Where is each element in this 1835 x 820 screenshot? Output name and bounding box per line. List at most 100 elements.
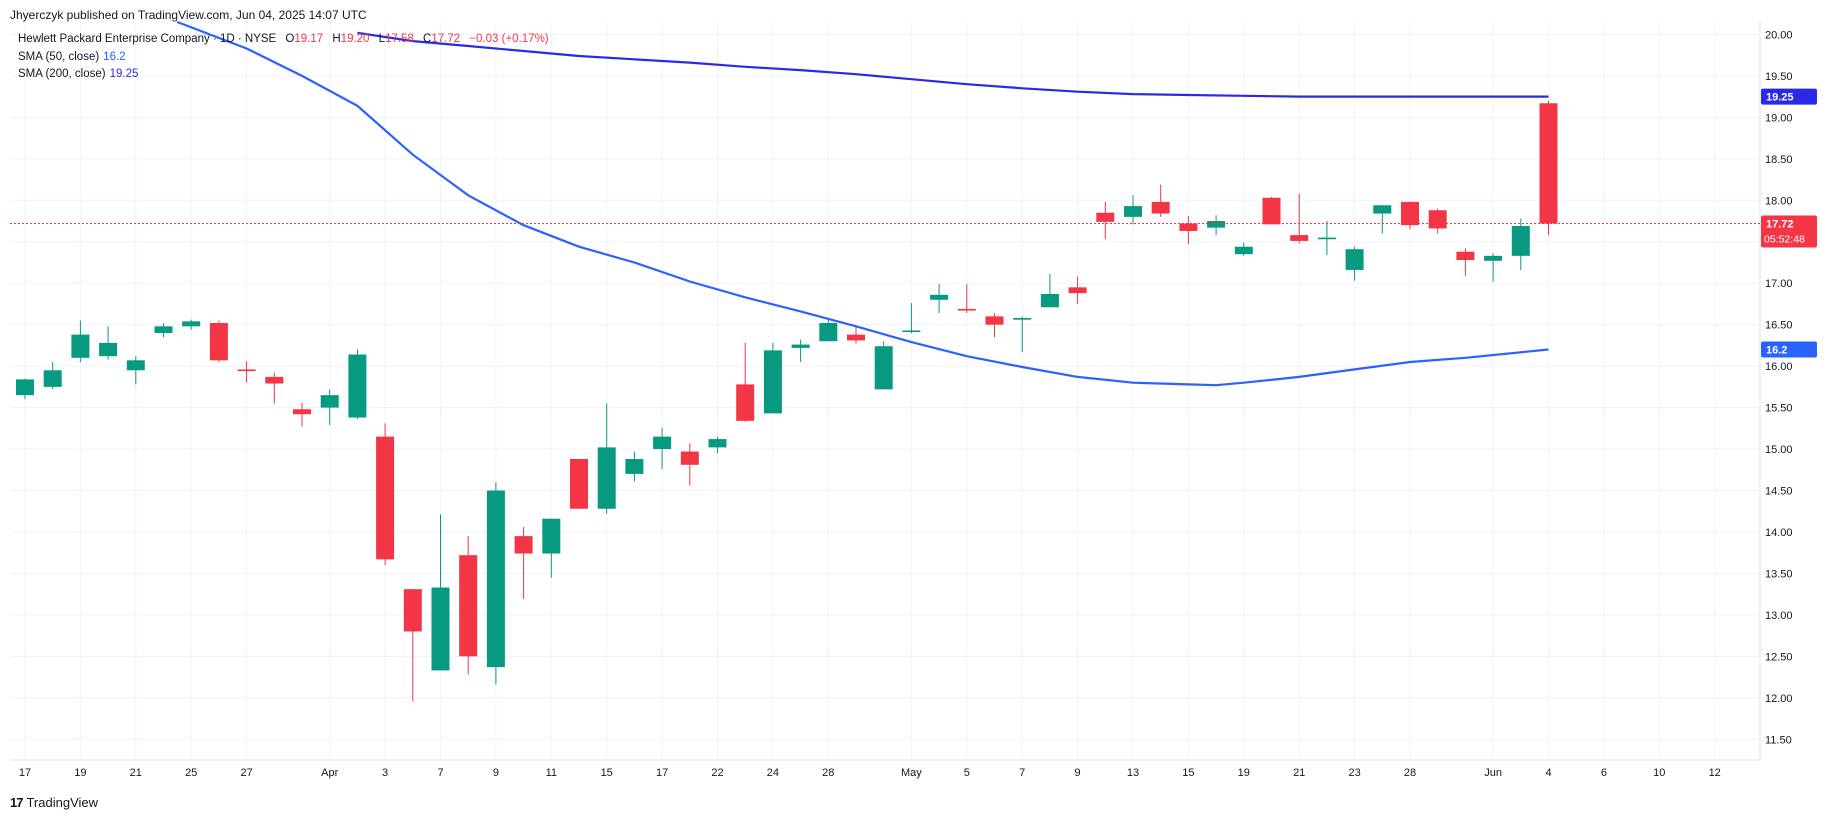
candle-body: [182, 321, 201, 327]
sma200-price-tag-text: 19.25: [1766, 92, 1794, 104]
candle-body: [902, 330, 921, 332]
low-key: L: [378, 33, 386, 45]
x-tick-label: 24: [767, 767, 779, 779]
candle-body: [71, 334, 90, 358]
sma50-label: SMA (50, close): [18, 51, 100, 63]
y-tick-label: 13.50: [1765, 568, 1793, 580]
candle-body: [680, 451, 699, 465]
tradingview-brand: TradingView: [26, 795, 99, 810]
candlestick-series: [16, 100, 1558, 702]
sma200-label: SMA (200, close): [18, 68, 106, 80]
candle-body: [819, 323, 838, 342]
candle-body: [1428, 210, 1447, 229]
candle-body: [597, 447, 616, 509]
candle-body: [570, 458, 588, 509]
x-tick-label: 15: [601, 767, 613, 779]
candle-body: [1511, 225, 1530, 256]
sma50-line: [176, 20, 1549, 387]
x-tick-label: 5: [964, 767, 970, 779]
y-tick-label: 12.00: [1765, 693, 1793, 705]
candle-body: [486, 490, 505, 668]
candle-body: [791, 344, 810, 348]
candle-body: [209, 323, 228, 361]
candle-body: [1401, 201, 1419, 226]
countdown-tag-text: 05:52:48: [1764, 233, 1805, 245]
candle-body: [736, 384, 755, 421]
x-tick-label: 28: [1404, 767, 1416, 779]
candle-body: [16, 379, 34, 396]
close-value: 17.72: [431, 33, 461, 45]
candle-body: [376, 436, 395, 560]
candle-body: [265, 376, 284, 384]
candle-body: [293, 409, 311, 415]
chart-grid: [10, 22, 1760, 760]
candle-body: [431, 587, 450, 671]
x-tick-label: 9: [493, 767, 499, 779]
sma200-legend-row[interactable]: SMA (200, close) 19.25: [18, 68, 138, 80]
candle-body: [237, 369, 256, 372]
candle-body: [708, 439, 727, 448]
y-tick-label: 18.50: [1765, 154, 1793, 166]
candle-body: [1068, 287, 1087, 294]
candle-body: [874, 346, 893, 390]
candle-body: [1262, 197, 1281, 225]
candle-body: [459, 555, 478, 657]
x-tick-label: 21: [130, 767, 142, 779]
x-tick-label: 7: [437, 767, 443, 779]
y-tick-label: 17.00: [1765, 278, 1793, 290]
candle-body: [957, 308, 976, 311]
y-tick-label: 11.50: [1765, 734, 1792, 746]
open-value: 19.17: [294, 33, 324, 45]
x-tick-label: 12: [1709, 767, 1721, 779]
x-tick-label: 21: [1293, 767, 1305, 779]
candle-body: [1484, 255, 1503, 261]
y-tick-label: 12.50: [1765, 651, 1793, 663]
candle-body: [625, 458, 644, 474]
candle-body: [1207, 221, 1226, 228]
candle-body: [320, 395, 339, 408]
x-tick-label: 11: [546, 767, 557, 779]
last-price-tag-bg: [1761, 215, 1817, 248]
y-tick-label: 16.50: [1765, 320, 1793, 332]
sma50-value: 16.2: [103, 51, 126, 63]
y-tick-label: 19.00: [1765, 112, 1793, 124]
high-value: 19.20: [340, 33, 370, 45]
y-tick-label: 14.00: [1765, 527, 1793, 539]
candle-body: [763, 350, 782, 414]
candle-body: [1290, 235, 1309, 241]
sma50-price-tag-text: 16.2: [1766, 345, 1787, 357]
x-tick-label: May: [901, 767, 922, 779]
candle-body: [348, 354, 367, 418]
x-tick-label: 13: [1127, 767, 1139, 779]
candle-body: [1040, 293, 1059, 308]
x-tick-label: 7: [1019, 767, 1025, 779]
low-value: 17.58: [385, 33, 414, 45]
x-tick-label: Apr: [321, 767, 338, 779]
x-tick-label: Jun: [1484, 767, 1502, 779]
time-axis: 17 19 21 25 27 Apr 3 7 9 11 15 17 22 24 28 May 5 7 9 13 15 19…: [19, 767, 1721, 779]
candle-body: [653, 436, 672, 450]
footer-branding[interactable]: 17 TradingView: [10, 795, 98, 810]
change-value: −0.03 (+0.17%): [469, 33, 549, 45]
sma200-value: 19.25: [109, 68, 139, 80]
x-tick-label: 6: [1601, 767, 1607, 779]
x-tick-label: 10: [1653, 767, 1665, 779]
sma50-legend-row[interactable]: SMA (50, close) 16.2: [18, 51, 126, 63]
y-tick-label: 20.00: [1765, 29, 1793, 41]
y-tick-label: 14.50: [1765, 486, 1793, 498]
x-tick-label: 15: [1182, 767, 1194, 779]
candle-body: [985, 316, 1004, 325]
candle-body: [126, 360, 145, 371]
candle-body: [99, 342, 118, 357]
x-tick-label: 4: [1545, 767, 1551, 779]
sma200-price-tag-bg: [1761, 88, 1817, 105]
open-key: O: [285, 33, 295, 45]
y-tick-label: 18.00: [1765, 195, 1793, 207]
x-tick-label: 23: [1348, 767, 1360, 779]
x-tick-label: 9: [1075, 767, 1081, 779]
publisher-caption: Jhyerczyk published on TradingView.com, …: [10, 8, 367, 22]
x-tick-label: 17: [656, 767, 668, 779]
y-tick-label: 15.50: [1765, 403, 1793, 415]
candle-body: [1013, 318, 1032, 320]
